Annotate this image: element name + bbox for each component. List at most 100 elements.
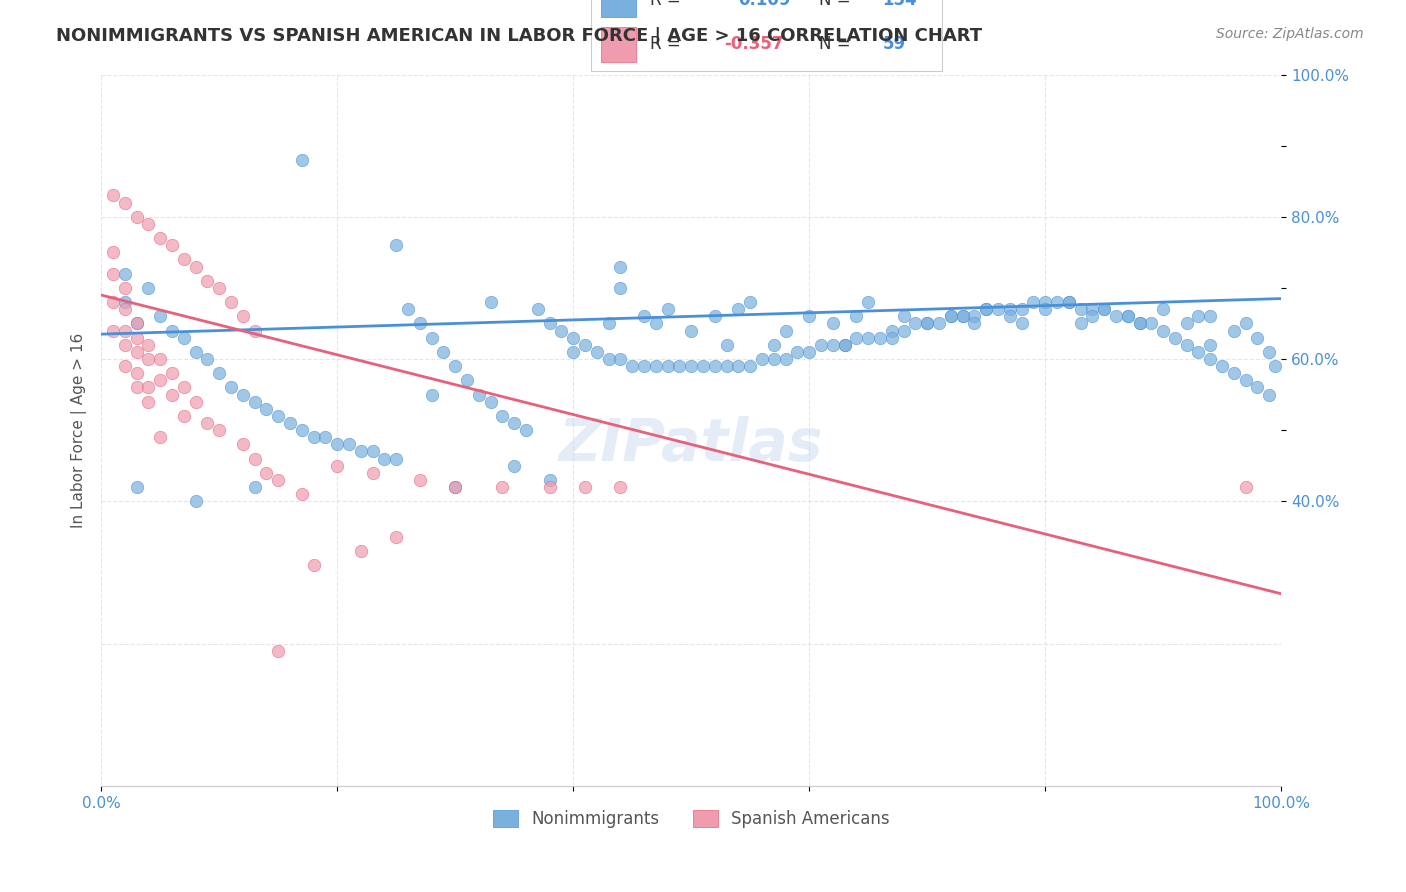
- Point: [160, 387, 183, 401]
- Point: [232, 437, 254, 451]
- Point: [1223, 324, 1246, 338]
- Point: [775, 324, 797, 338]
- Text: R =: R =: [650, 35, 681, 53]
- Point: [1116, 310, 1139, 324]
- Point: [184, 345, 207, 359]
- Point: [125, 317, 148, 331]
- Point: [243, 324, 266, 338]
- Point: [101, 245, 124, 260]
- Point: [114, 324, 136, 338]
- Point: [503, 458, 526, 473]
- Point: [762, 338, 785, 352]
- Point: [1081, 302, 1104, 317]
- Point: [562, 345, 585, 359]
- Point: [1033, 295, 1056, 310]
- Point: [1187, 310, 1209, 324]
- Point: [1258, 345, 1281, 359]
- Point: [1187, 345, 1209, 359]
- Point: [952, 310, 974, 324]
- Point: [173, 252, 195, 267]
- Point: [856, 295, 879, 310]
- Point: [716, 359, 738, 373]
- Point: [361, 444, 384, 458]
- Point: [609, 281, 631, 295]
- Point: [254, 401, 277, 416]
- Point: [915, 317, 938, 331]
- Point: [1264, 359, 1286, 373]
- Text: N =: N =: [818, 0, 851, 9]
- Point: [893, 310, 915, 324]
- Text: 59: 59: [883, 35, 905, 53]
- Point: [396, 302, 419, 317]
- Point: [880, 331, 903, 345]
- Point: [703, 310, 725, 324]
- Point: [1234, 317, 1257, 331]
- Point: [609, 260, 631, 274]
- Point: [149, 351, 172, 366]
- FancyBboxPatch shape: [602, 0, 636, 18]
- Point: [1234, 373, 1257, 387]
- Point: [845, 310, 868, 324]
- Point: [598, 317, 620, 331]
- Point: [479, 394, 502, 409]
- Point: [232, 310, 254, 324]
- Point: [160, 366, 183, 380]
- Point: [125, 380, 148, 394]
- Point: [963, 317, 986, 331]
- Point: [173, 380, 195, 394]
- Point: [444, 480, 467, 494]
- Point: [692, 359, 714, 373]
- Point: [834, 338, 856, 352]
- Point: [1175, 338, 1198, 352]
- Point: [136, 351, 159, 366]
- Point: [125, 317, 148, 331]
- Point: [125, 366, 148, 380]
- Point: [208, 366, 231, 380]
- Point: [314, 430, 336, 444]
- Point: [101, 188, 124, 202]
- Point: [716, 338, 738, 352]
- Point: [1140, 317, 1163, 331]
- Point: [184, 494, 207, 508]
- Point: [1164, 331, 1187, 345]
- Point: [1128, 317, 1150, 331]
- Point: [751, 351, 773, 366]
- Point: [998, 310, 1021, 324]
- Point: [1199, 351, 1222, 366]
- FancyBboxPatch shape: [602, 28, 636, 62]
- Point: [385, 451, 408, 466]
- Point: [1152, 302, 1174, 317]
- Point: [585, 345, 607, 359]
- Point: [1011, 302, 1033, 317]
- Point: [974, 302, 997, 317]
- Point: [136, 281, 159, 295]
- Point: [136, 380, 159, 394]
- Point: [432, 345, 454, 359]
- Point: [797, 310, 820, 324]
- Point: [114, 267, 136, 281]
- Point: [444, 480, 467, 494]
- Point: [373, 451, 395, 466]
- Point: [904, 317, 927, 331]
- Point: [574, 338, 596, 352]
- Point: [727, 302, 749, 317]
- Point: [267, 409, 290, 423]
- Point: [195, 274, 218, 288]
- Point: [644, 359, 666, 373]
- Point: [681, 359, 703, 373]
- Point: [1105, 310, 1128, 324]
- Point: [598, 351, 620, 366]
- Point: [574, 480, 596, 494]
- Text: R =: R =: [650, 0, 681, 9]
- Point: [1092, 302, 1115, 317]
- Point: [727, 359, 749, 373]
- Point: [254, 466, 277, 480]
- Text: -0.357: -0.357: [724, 35, 783, 53]
- Point: [243, 480, 266, 494]
- Point: [1116, 310, 1139, 324]
- Point: [963, 310, 986, 324]
- Point: [456, 373, 478, 387]
- Point: [550, 324, 572, 338]
- Point: [1033, 302, 1056, 317]
- Point: [562, 331, 585, 345]
